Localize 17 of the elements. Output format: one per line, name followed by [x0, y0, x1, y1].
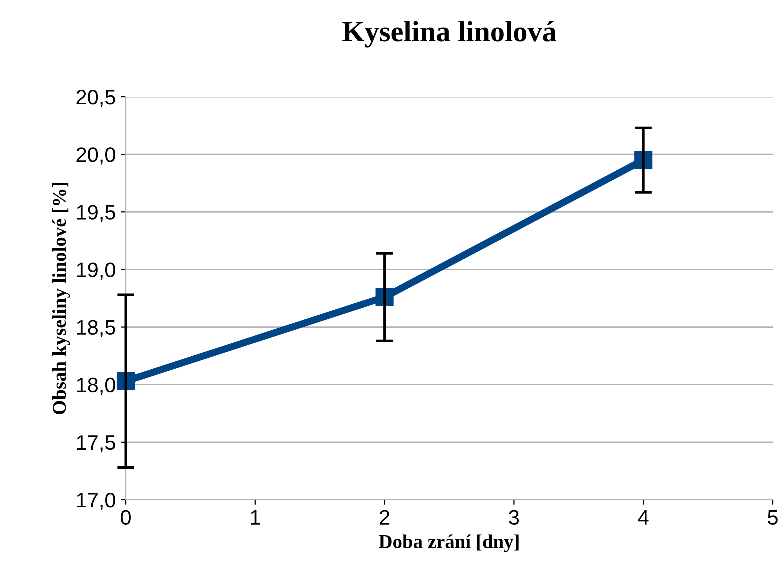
x-tick-label: 2 [380, 510, 390, 525]
x-tick-label: 3 [509, 510, 520, 526]
x-tick-label: 0 [121, 510, 131, 526]
y-tick-label: 18,0 [77, 378, 116, 396]
y-tick-label: 20,0 [76, 148, 116, 165]
x-axis-title: Doba zrání [dny] [379, 534, 519, 552]
y-axis-title: Obsah kyseliny linolové [%] [52, 182, 70, 415]
chart-title: Kyselina linolová [342, 21, 556, 48]
y-tick-label: 17,0 [77, 493, 116, 510]
x-tick-label: 5 [768, 510, 778, 526]
y-tick-label: 19,0 [77, 262, 116, 280]
y-tick-label: 17,5 [77, 436, 116, 453]
x-tick-label: 4 [638, 510, 649, 525]
y-tick-label: 20,5 [76, 90, 116, 108]
y-tick-label: 19,5 [77, 205, 116, 222]
x-tick-label: 1 [251, 510, 260, 525]
y-tick-label: 18,5 [77, 320, 116, 338]
